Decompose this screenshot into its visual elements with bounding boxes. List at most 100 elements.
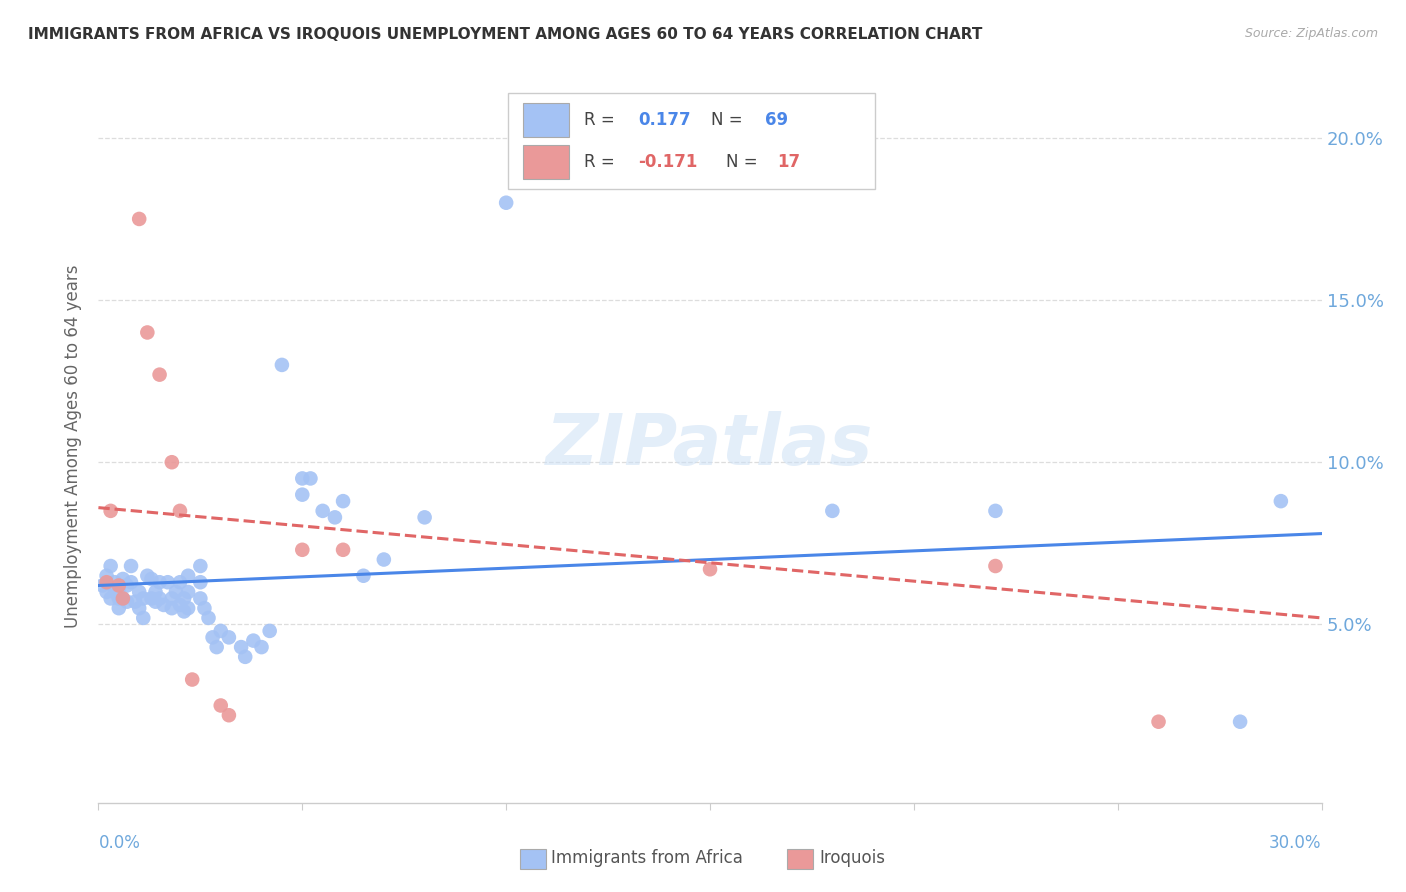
Point (120, 575, 142, 590)
Point (201, 631, 224, 645)
Text: IMMIGRANTS FROM AFRICA VS IROQUOIS UNEMPLOYMENT AMONG AGES 60 TO 64 YEARS CORREL: IMMIGRANTS FROM AFRICA VS IROQUOIS UNEMP… (28, 27, 983, 42)
Point (149, 575, 172, 590)
Point (291, 542, 314, 557)
Point (1229, 714, 1251, 729)
Point (152, 598, 174, 612)
Point (111, 591, 134, 606)
Point (115, 595, 138, 609)
Point (96, 585, 118, 599)
Point (188, 575, 212, 590)
Point (270, 358, 294, 372)
Point (160, 601, 183, 615)
Point (233, 649, 256, 664)
Point (332, 542, 354, 557)
Point (332, 494, 354, 508)
Point (1147, 714, 1170, 729)
Point (128, 585, 150, 599)
Point (128, 601, 150, 615)
Point (136, 568, 159, 582)
Point (132, 611, 155, 625)
Point (312, 504, 335, 518)
Point (120, 559, 142, 574)
Point (209, 624, 232, 638)
Point (323, 510, 346, 524)
Point (160, 455, 183, 469)
Point (205, 640, 228, 654)
Point (115, 578, 138, 592)
Point (111, 591, 134, 606)
Y-axis label: Unemployment Among Ages 60 to 64 years: Unemployment Among Ages 60 to 64 years (65, 264, 83, 628)
Point (96, 568, 118, 582)
Point (108, 591, 131, 606)
Point (100, 559, 122, 574)
Point (259, 624, 281, 638)
Point (821, 504, 844, 518)
FancyBboxPatch shape (508, 93, 875, 189)
FancyBboxPatch shape (523, 145, 569, 179)
Point (169, 598, 191, 612)
Point (91, 578, 114, 592)
Point (149, 591, 172, 606)
Text: R =: R = (583, 111, 620, 128)
Text: -0.171: -0.171 (638, 153, 697, 171)
Point (188, 591, 212, 606)
Point (100, 504, 122, 518)
Point (108, 601, 131, 615)
Point (699, 562, 721, 576)
Point (108, 582, 131, 596)
Point (373, 552, 395, 566)
Point (495, 195, 517, 210)
Point (96, 575, 118, 590)
Point (984, 504, 1007, 518)
Point (188, 559, 212, 574)
FancyBboxPatch shape (523, 103, 569, 136)
Point (128, 211, 150, 226)
Point (218, 708, 240, 723)
Point (231, 640, 253, 654)
Point (108, 578, 131, 592)
Point (145, 585, 167, 599)
Point (242, 633, 264, 648)
Point (218, 631, 240, 645)
Point (299, 471, 322, 485)
Text: Source: ZipAtlas.com: Source: ZipAtlas.com (1244, 27, 1378, 40)
Point (250, 640, 273, 654)
Text: N =: N = (725, 153, 763, 171)
Text: 0.0%: 0.0% (98, 834, 141, 852)
Text: 0.177: 0.177 (638, 111, 690, 128)
Point (141, 572, 163, 586)
Point (149, 368, 172, 382)
Text: N =: N = (711, 111, 748, 128)
Text: R =: R = (583, 153, 620, 171)
Point (141, 591, 163, 606)
Point (124, 595, 146, 609)
Point (181, 673, 204, 687)
Point (197, 611, 219, 625)
Point (209, 698, 232, 713)
Point (132, 591, 155, 606)
Point (169, 504, 191, 518)
Point (111, 572, 134, 586)
Text: 30.0%: 30.0% (1270, 834, 1322, 852)
Point (291, 488, 314, 502)
Point (193, 601, 215, 615)
Point (145, 595, 167, 609)
Point (104, 585, 127, 599)
Text: 69: 69 (765, 111, 789, 128)
Point (1270, 494, 1292, 508)
Point (156, 575, 179, 590)
Point (173, 591, 195, 606)
Point (177, 601, 200, 615)
Text: Immigrants from Africa: Immigrants from Africa (551, 849, 742, 867)
Point (104, 575, 127, 590)
Point (291, 471, 314, 485)
Point (984, 559, 1007, 574)
Point (160, 591, 183, 606)
Text: Iroquois: Iroquois (820, 849, 886, 867)
Text: 17: 17 (778, 153, 800, 171)
Point (352, 568, 374, 582)
Point (136, 326, 159, 340)
Text: ZIPatlas: ZIPatlas (547, 411, 873, 481)
Point (413, 510, 436, 524)
Point (177, 585, 200, 599)
